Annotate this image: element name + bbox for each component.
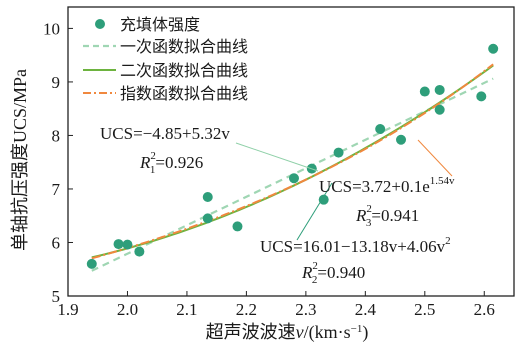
- data-point: [232, 221, 243, 232]
- annotation-exponential-equation: UCS=3.72+0.1e1.54v: [319, 175, 455, 196]
- fit-line-exponential: [91, 63, 494, 260]
- data-point: [396, 134, 407, 145]
- annotation-linear-r2: R2 1=0.926: [139, 150, 203, 176]
- y-tick-label: 7: [52, 180, 61, 199]
- axis-ticks: 1.9 2.0 2.1 2.2 2.3 2.4 2.5 2.6 5 6 7 8 9 10: [43, 19, 495, 319]
- annotation-exponential: UCS=3.72+0.1e1.54v R2 3=0.941: [319, 175, 455, 229]
- data-points: [86, 43, 499, 269]
- x-tick-label: 2.3: [295, 300, 316, 319]
- annotation-quadratic-r2: R2 2=0.940: [301, 260, 365, 286]
- y-tick-label: 5: [52, 287, 61, 306]
- legend-label-exponential: 指数函数拟合曲线: [120, 84, 248, 103]
- data-point: [122, 239, 133, 250]
- data-point: [434, 84, 445, 95]
- leader-quadratic: [296, 182, 333, 241]
- y-tick-label: 10: [43, 19, 60, 38]
- plot-frame: [67, 6, 515, 297]
- data-point: [113, 239, 124, 250]
- legend-label-quadratic: 二次函数拟合曲线: [120, 61, 248, 80]
- y-tick-label: 6: [52, 233, 61, 252]
- legend: 充填体强度 一次函数拟合曲线 二次函数拟合曲线 指数函数拟合曲线: [83, 15, 248, 103]
- x-tick-label: 2.0: [117, 300, 138, 319]
- x-tick-label: 2.2: [236, 300, 257, 319]
- legend-label-linear: 一次函数拟合曲线: [120, 37, 248, 56]
- y-tick-label: 9: [52, 73, 61, 92]
- legend-marker-strength: [95, 19, 105, 29]
- leader-exponential: [417, 139, 453, 177]
- data-point: [86, 258, 97, 269]
- annotation-quadratic: UCS=16.01−13.18v+4.06v2 R2 2=0.940: [260, 235, 451, 286]
- x-axis-title: 超声波波速v/(km·s−1): [206, 322, 369, 343]
- x-tick-label: 2.1: [176, 300, 197, 319]
- data-point: [202, 213, 213, 224]
- data-point: [318, 194, 329, 205]
- data-point: [434, 104, 445, 115]
- x-tick-label: 2.6: [474, 300, 495, 319]
- y-axis-title: 单轴抗压强度UCS/MPa: [10, 69, 30, 251]
- annotation-linear: UCS=−4.85+5.32v R2 1=0.926: [100, 124, 230, 176]
- annotation-linear-equation: UCS=−4.85+5.32v: [100, 124, 230, 143]
- data-point: [375, 124, 386, 135]
- data-point: [488, 43, 499, 54]
- x-tick-label: 2.4: [355, 300, 377, 319]
- annotation-exponential-r2: R2 3=0.941: [355, 203, 419, 229]
- data-point: [202, 191, 213, 202]
- x-tick-label: 1.9: [57, 300, 78, 319]
- x-tick-label: 2.5: [414, 300, 435, 319]
- data-point: [134, 246, 145, 257]
- legend-label-strength: 充填体强度: [120, 15, 200, 34]
- y-tick-label: 8: [52, 126, 61, 145]
- data-point: [419, 86, 430, 97]
- annotation-quadratic-equation: UCS=16.01−13.18v+4.06v2: [260, 235, 451, 256]
- data-point: [333, 147, 344, 158]
- leader-linear: [235, 142, 319, 172]
- data-point: [476, 91, 487, 102]
- data-point: [288, 173, 299, 184]
